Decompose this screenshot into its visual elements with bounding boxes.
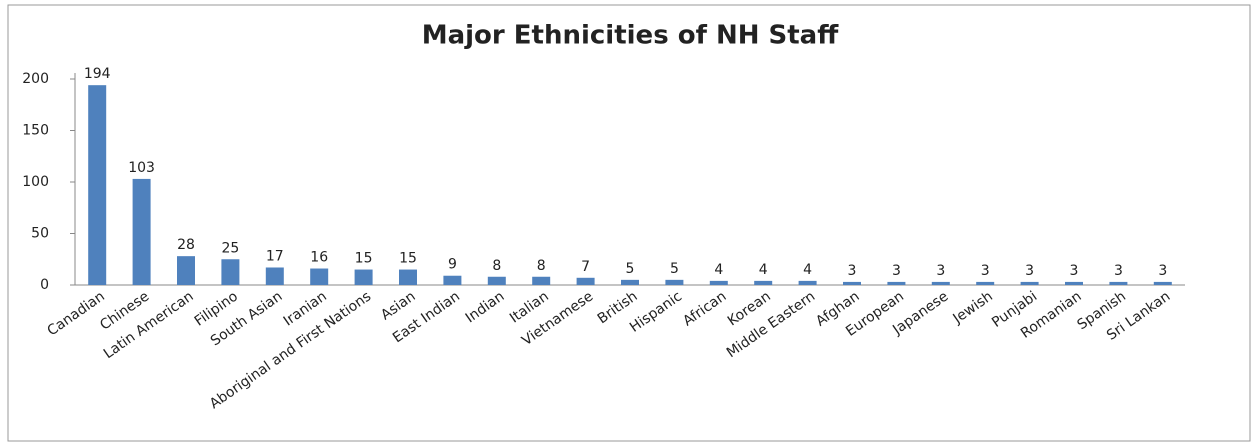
bar (798, 280, 817, 285)
bar (177, 256, 195, 285)
bar (487, 276, 506, 285)
data-label: 3 (1025, 263, 1034, 279)
data-label: 3 (1114, 263, 1123, 279)
y-tick-label: 100 (22, 174, 49, 190)
data-label: 8 (537, 258, 546, 274)
data-label: 28 (177, 237, 195, 253)
data-label: 8 (492, 258, 501, 274)
data-label: 17 (266, 248, 284, 264)
bar (399, 269, 417, 285)
bar (532, 276, 551, 285)
bar (621, 279, 639, 285)
data-label: 4 (714, 262, 723, 278)
bar (1109, 281, 1128, 285)
data-label: 103 (128, 160, 155, 176)
bar (221, 259, 240, 285)
bar (265, 267, 284, 285)
data-label: 25 (221, 240, 239, 256)
bar (1065, 281, 1083, 285)
data-label: 4 (803, 262, 812, 278)
data-label: 3 (936, 263, 945, 279)
y-tick-label: 150 (22, 123, 49, 139)
data-label: 5 (626, 261, 635, 277)
y-tick-label: 0 (40, 277, 49, 293)
data-label: 3 (892, 263, 901, 279)
bar (354, 269, 373, 285)
data-label: 3 (981, 263, 990, 279)
data-label: 15 (355, 251, 373, 267)
bar (443, 275, 462, 285)
y-tick-label: 200 (22, 71, 49, 87)
bar (754, 280, 773, 285)
data-label: 15 (399, 251, 417, 267)
bar (931, 281, 950, 285)
data-label: 9 (448, 257, 457, 273)
y-tick-label: 50 (31, 226, 49, 242)
data-label: 16 (310, 250, 328, 266)
chart-frame (7, 4, 1251, 442)
data-label: 194 (84, 66, 111, 82)
data-label: 3 (1158, 263, 1167, 279)
data-label: 3 (1070, 263, 1079, 279)
bar (709, 280, 728, 285)
bar (576, 277, 595, 285)
data-label: 5 (670, 261, 679, 277)
bar (843, 281, 861, 285)
bar (1153, 281, 1172, 285)
bar (976, 281, 995, 285)
bar (88, 85, 107, 286)
bar (887, 281, 906, 285)
chart-title: Major Ethnicities of NH Staff (422, 21, 840, 51)
data-label: 3 (848, 263, 857, 279)
bar (310, 268, 329, 285)
bar (665, 279, 684, 285)
data-label: 4 (759, 262, 768, 278)
data-label: 7 (581, 259, 590, 275)
bar (1020, 281, 1039, 285)
bar (132, 178, 151, 285)
